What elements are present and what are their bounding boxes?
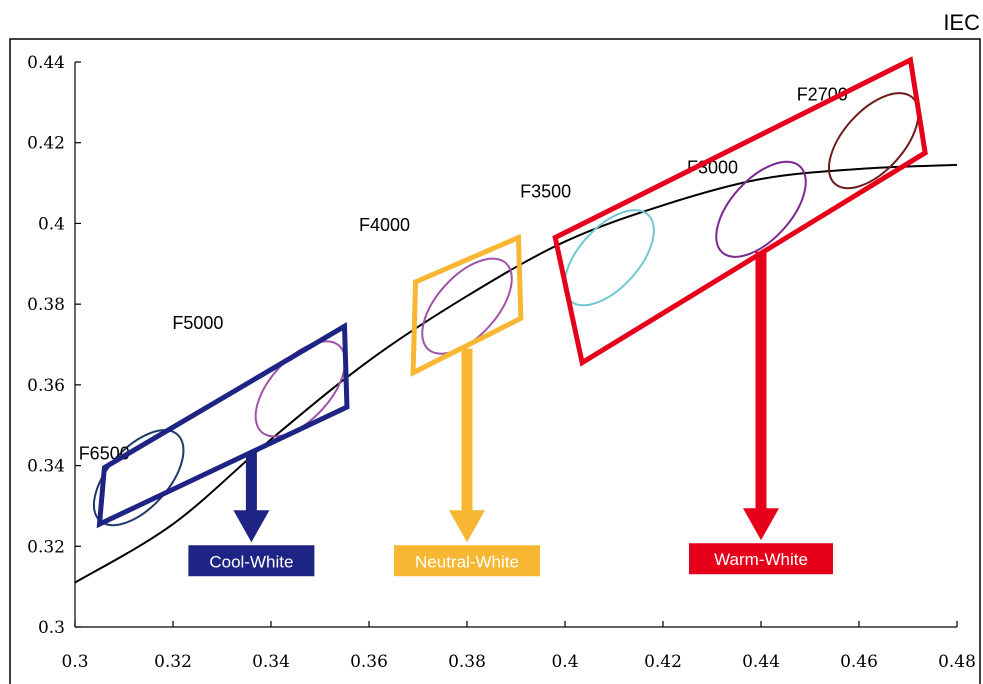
group-outline-cool-white [96,322,350,529]
ellipse-label-f6500: F6500 [79,444,130,464]
y-tick-label: 0.3 [38,618,65,638]
y-tick-label: 0.42 [27,134,65,154]
x-tick-label: 0.46 [840,652,878,672]
x-tick-label: 0.44 [742,652,780,672]
ellipse-f3000 [715,160,807,258]
y-tick-label: 0.32 [27,537,65,557]
plot-area: 0.3 0.32 0.34 0.36 0.38 0.4 0.42 0.44 0.46 0.48 0.… [27,53,976,672]
y-tick-label: 0.4 [38,214,65,234]
group-outline-warm-white [552,56,928,367]
x-tick-label: 0.48 [938,652,976,672]
arrow-shaft-neutral-white [461,348,473,512]
label-box-neutral-white [394,545,540,577]
ellipse-label-f3500: F3500 [520,182,571,202]
x-tick-label: 0.4 [551,652,578,672]
ellipse-label-f3000: F3000 [687,157,738,177]
label-box-text-warm-white: Warm-White [714,550,808,569]
x-tick-label: 0.38 [448,652,486,672]
y-tick-label: 0.34 [27,457,65,477]
ellipse-label-f5000: F5000 [172,313,223,333]
ellipse-f3500 [563,209,655,307]
ellipse-f5000 [254,340,347,438]
y-tick-label: 0.38 [27,295,65,315]
ellipse-f4000 [421,257,513,355]
corner-label: IEC [943,10,980,35]
x-tick-label: 0.3 [61,652,88,672]
label-box-cool-white [188,545,315,577]
group-outline-neutral-white [410,233,524,377]
ellipse-f2700 [827,92,920,190]
planckian-locus-curve [74,163,958,584]
ellipse-f6500 [92,429,185,527]
x-tick-label: 0.42 [644,652,682,672]
arrow-head-cool-white [233,510,270,543]
arrow-head-warm-white [743,508,779,541]
label-box-warm-white [689,543,833,575]
label-box-text-cool-white: Cool-White [209,552,293,571]
arrow-head-neutral-white [449,510,485,543]
chart-frame [9,38,981,684]
x-tick-label: 0.32 [154,652,192,672]
label-box-text-neutral-white: Neutral-White [415,552,519,571]
arrow-shaft-cool-white [245,453,257,512]
y-tick-label: 0.44 [27,53,65,73]
x-tick-label: 0.34 [252,652,290,672]
ellipse-label-f4000: F4000 [359,215,410,235]
arrow-shaft-warm-white [755,251,767,510]
y-tick-label: 0.36 [27,376,65,396]
x-tick-label: 0.36 [350,652,388,672]
